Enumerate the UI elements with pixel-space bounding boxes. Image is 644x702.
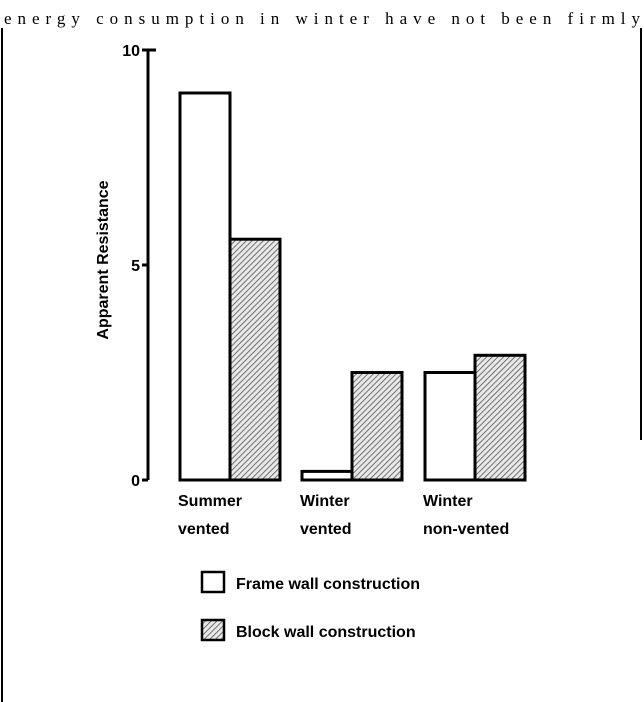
- document-text: energy consumption in winter have not be…: [4, 9, 641, 28]
- bar: [350, 371, 404, 482]
- x-tick-label: vented: [178, 521, 230, 538]
- bar: [228, 237, 282, 482]
- y-axis-label: Apparent Resistance: [95, 180, 112, 339]
- legend-swatch: [200, 618, 226, 642]
- x-tick-label: Winter: [300, 493, 350, 510]
- y-tick-label: 10: [122, 43, 140, 60]
- legend-swatch: [200, 570, 226, 594]
- y-tick-label: 5: [131, 258, 140, 275]
- legend-label: Frame wall construction: [236, 576, 420, 593]
- x-tick-label: Summer: [178, 493, 242, 510]
- bar: [178, 91, 232, 482]
- x-tick-label: non-vented: [423, 521, 509, 538]
- bar: [423, 371, 477, 482]
- x-tick-label: vented: [300, 521, 352, 538]
- x-tick-label: Winter: [423, 493, 473, 510]
- bar: [473, 353, 527, 482]
- y-tick-label: 0: [131, 473, 140, 490]
- legend-label: Block wall construction: [236, 624, 416, 641]
- bar: [300, 469, 354, 482]
